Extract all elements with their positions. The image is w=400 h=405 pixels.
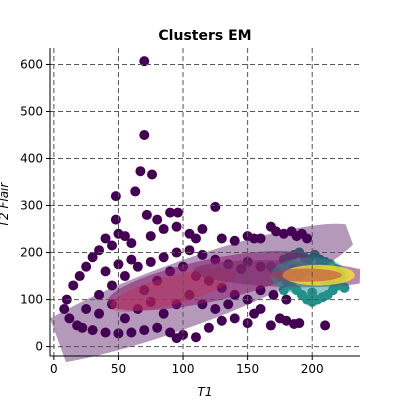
gaussian-ellipse <box>110 268 236 312</box>
scatter-point <box>210 201 221 212</box>
scatter-point <box>81 261 92 272</box>
scatter-point <box>107 240 117 251</box>
scatter-point <box>100 233 111 244</box>
scatter-point <box>165 327 176 338</box>
scatter-point <box>64 313 75 324</box>
scatter-point <box>126 327 137 338</box>
scatter-point <box>184 245 195 256</box>
scatter-point <box>139 325 150 336</box>
scatter-point <box>119 313 130 324</box>
chart-title: Clusters EM <box>158 28 251 44</box>
scatter-point <box>87 325 98 336</box>
scatter-point <box>77 322 88 333</box>
scatter-point <box>135 166 146 177</box>
scatter-point <box>216 315 227 326</box>
scatter-point <box>302 233 313 244</box>
scatter-point <box>197 224 208 235</box>
scatter-point <box>94 289 105 300</box>
scatter-point <box>81 303 92 314</box>
scatter-point <box>152 322 163 333</box>
scatter-point <box>281 315 292 326</box>
scatter-point <box>171 333 182 344</box>
scatter-point <box>271 226 282 237</box>
scatter-point <box>100 266 111 277</box>
scatter-point <box>158 308 169 319</box>
scatter-point <box>158 252 169 263</box>
scatter-point <box>130 186 141 197</box>
scatter-point <box>145 256 156 267</box>
scatter-point <box>268 289 279 300</box>
scatter-point <box>110 214 121 225</box>
scatter-point <box>110 191 121 202</box>
scatter-point <box>139 56 150 67</box>
x-tick-label: 100 <box>172 362 195 376</box>
scatter-point <box>223 299 234 310</box>
scatter-point <box>203 322 214 333</box>
scatter-point <box>87 252 98 263</box>
scatter-point <box>100 327 111 338</box>
gaussian-ellipse <box>269 268 342 282</box>
scatter-point <box>229 235 240 246</box>
scatter-point <box>294 318 305 329</box>
y-tick-label: 300 <box>20 199 43 213</box>
scatter-point <box>113 328 124 339</box>
scatter-point <box>158 224 169 235</box>
y-tick-label: 500 <box>20 104 43 118</box>
scatter-point <box>255 233 266 244</box>
scatter-point <box>141 209 152 220</box>
scatter-point <box>119 271 130 282</box>
scatter-point <box>278 228 289 239</box>
x-tick-label: 150 <box>236 362 259 376</box>
scatter-point <box>171 247 182 258</box>
y-axis-label: T2 Flair <box>0 182 11 228</box>
scatter-point <box>320 320 331 331</box>
scatter-point <box>171 221 182 232</box>
scatter-point <box>59 303 70 314</box>
scatter-point <box>119 231 130 242</box>
y-tick-label: 600 <box>20 57 43 71</box>
scatter-point <box>190 332 201 343</box>
x-axis-label: T1 <box>198 385 213 399</box>
scatter-point <box>145 231 156 242</box>
scatter-point <box>172 207 183 218</box>
y-tick-label: 400 <box>20 152 43 166</box>
scatter-point <box>255 303 266 314</box>
scatter-point <box>210 303 221 314</box>
scatter-point <box>152 214 163 225</box>
scatter-point <box>94 308 105 319</box>
scatter-point <box>147 169 158 180</box>
scatter-point <box>107 280 117 291</box>
scatter-point <box>132 261 143 272</box>
scatter-point <box>139 129 150 140</box>
scatter-point <box>68 280 79 291</box>
scatter-point <box>126 238 137 249</box>
y-tick-label: 0 <box>35 340 43 354</box>
x-tick-label: 0 <box>50 362 58 376</box>
plot-area: 0 50 100 150 200 0 100 200 300 400 500 600 <box>6 48 368 376</box>
scatter-point <box>165 207 176 218</box>
y-tick-label: 200 <box>20 246 43 260</box>
x-tick-label: 200 <box>301 362 324 376</box>
scatter-point <box>265 320 276 331</box>
scatter-point <box>190 233 201 244</box>
scatter-point <box>216 233 227 244</box>
scatter-point <box>74 271 85 282</box>
scatter-point <box>229 313 240 324</box>
x-tick-label: 50 <box>111 362 126 376</box>
scatter-point <box>126 254 137 265</box>
y-tick-label: 100 <box>20 293 43 307</box>
